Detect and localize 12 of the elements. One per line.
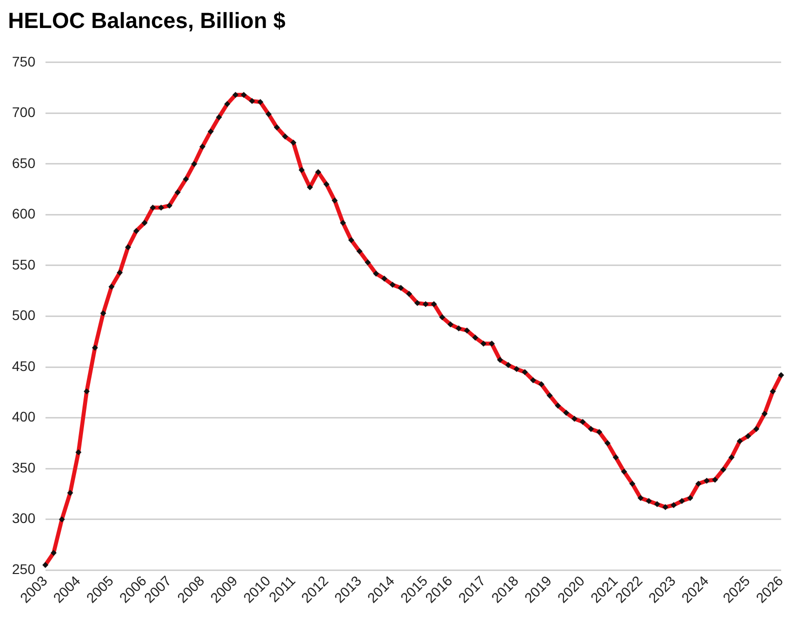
y-tick-label: 600	[12, 206, 36, 222]
chart-title: HELOC Balances, Billion $	[8, 8, 286, 34]
y-tick-label: 250	[12, 560, 36, 577]
y-tick-label: 650	[12, 154, 36, 171]
y-tick-label: 700	[12, 104, 36, 120]
y-tick-label: 750	[12, 53, 36, 70]
y-tick-label: 350	[12, 459, 36, 476]
y-tick-label: 300	[12, 510, 36, 526]
y-tick-label: 550	[12, 256, 36, 272]
y-tick-label: 500	[12, 307, 36, 324]
y-tick-label: 450	[12, 358, 36, 374]
y-tick-label: 400	[12, 408, 36, 425]
